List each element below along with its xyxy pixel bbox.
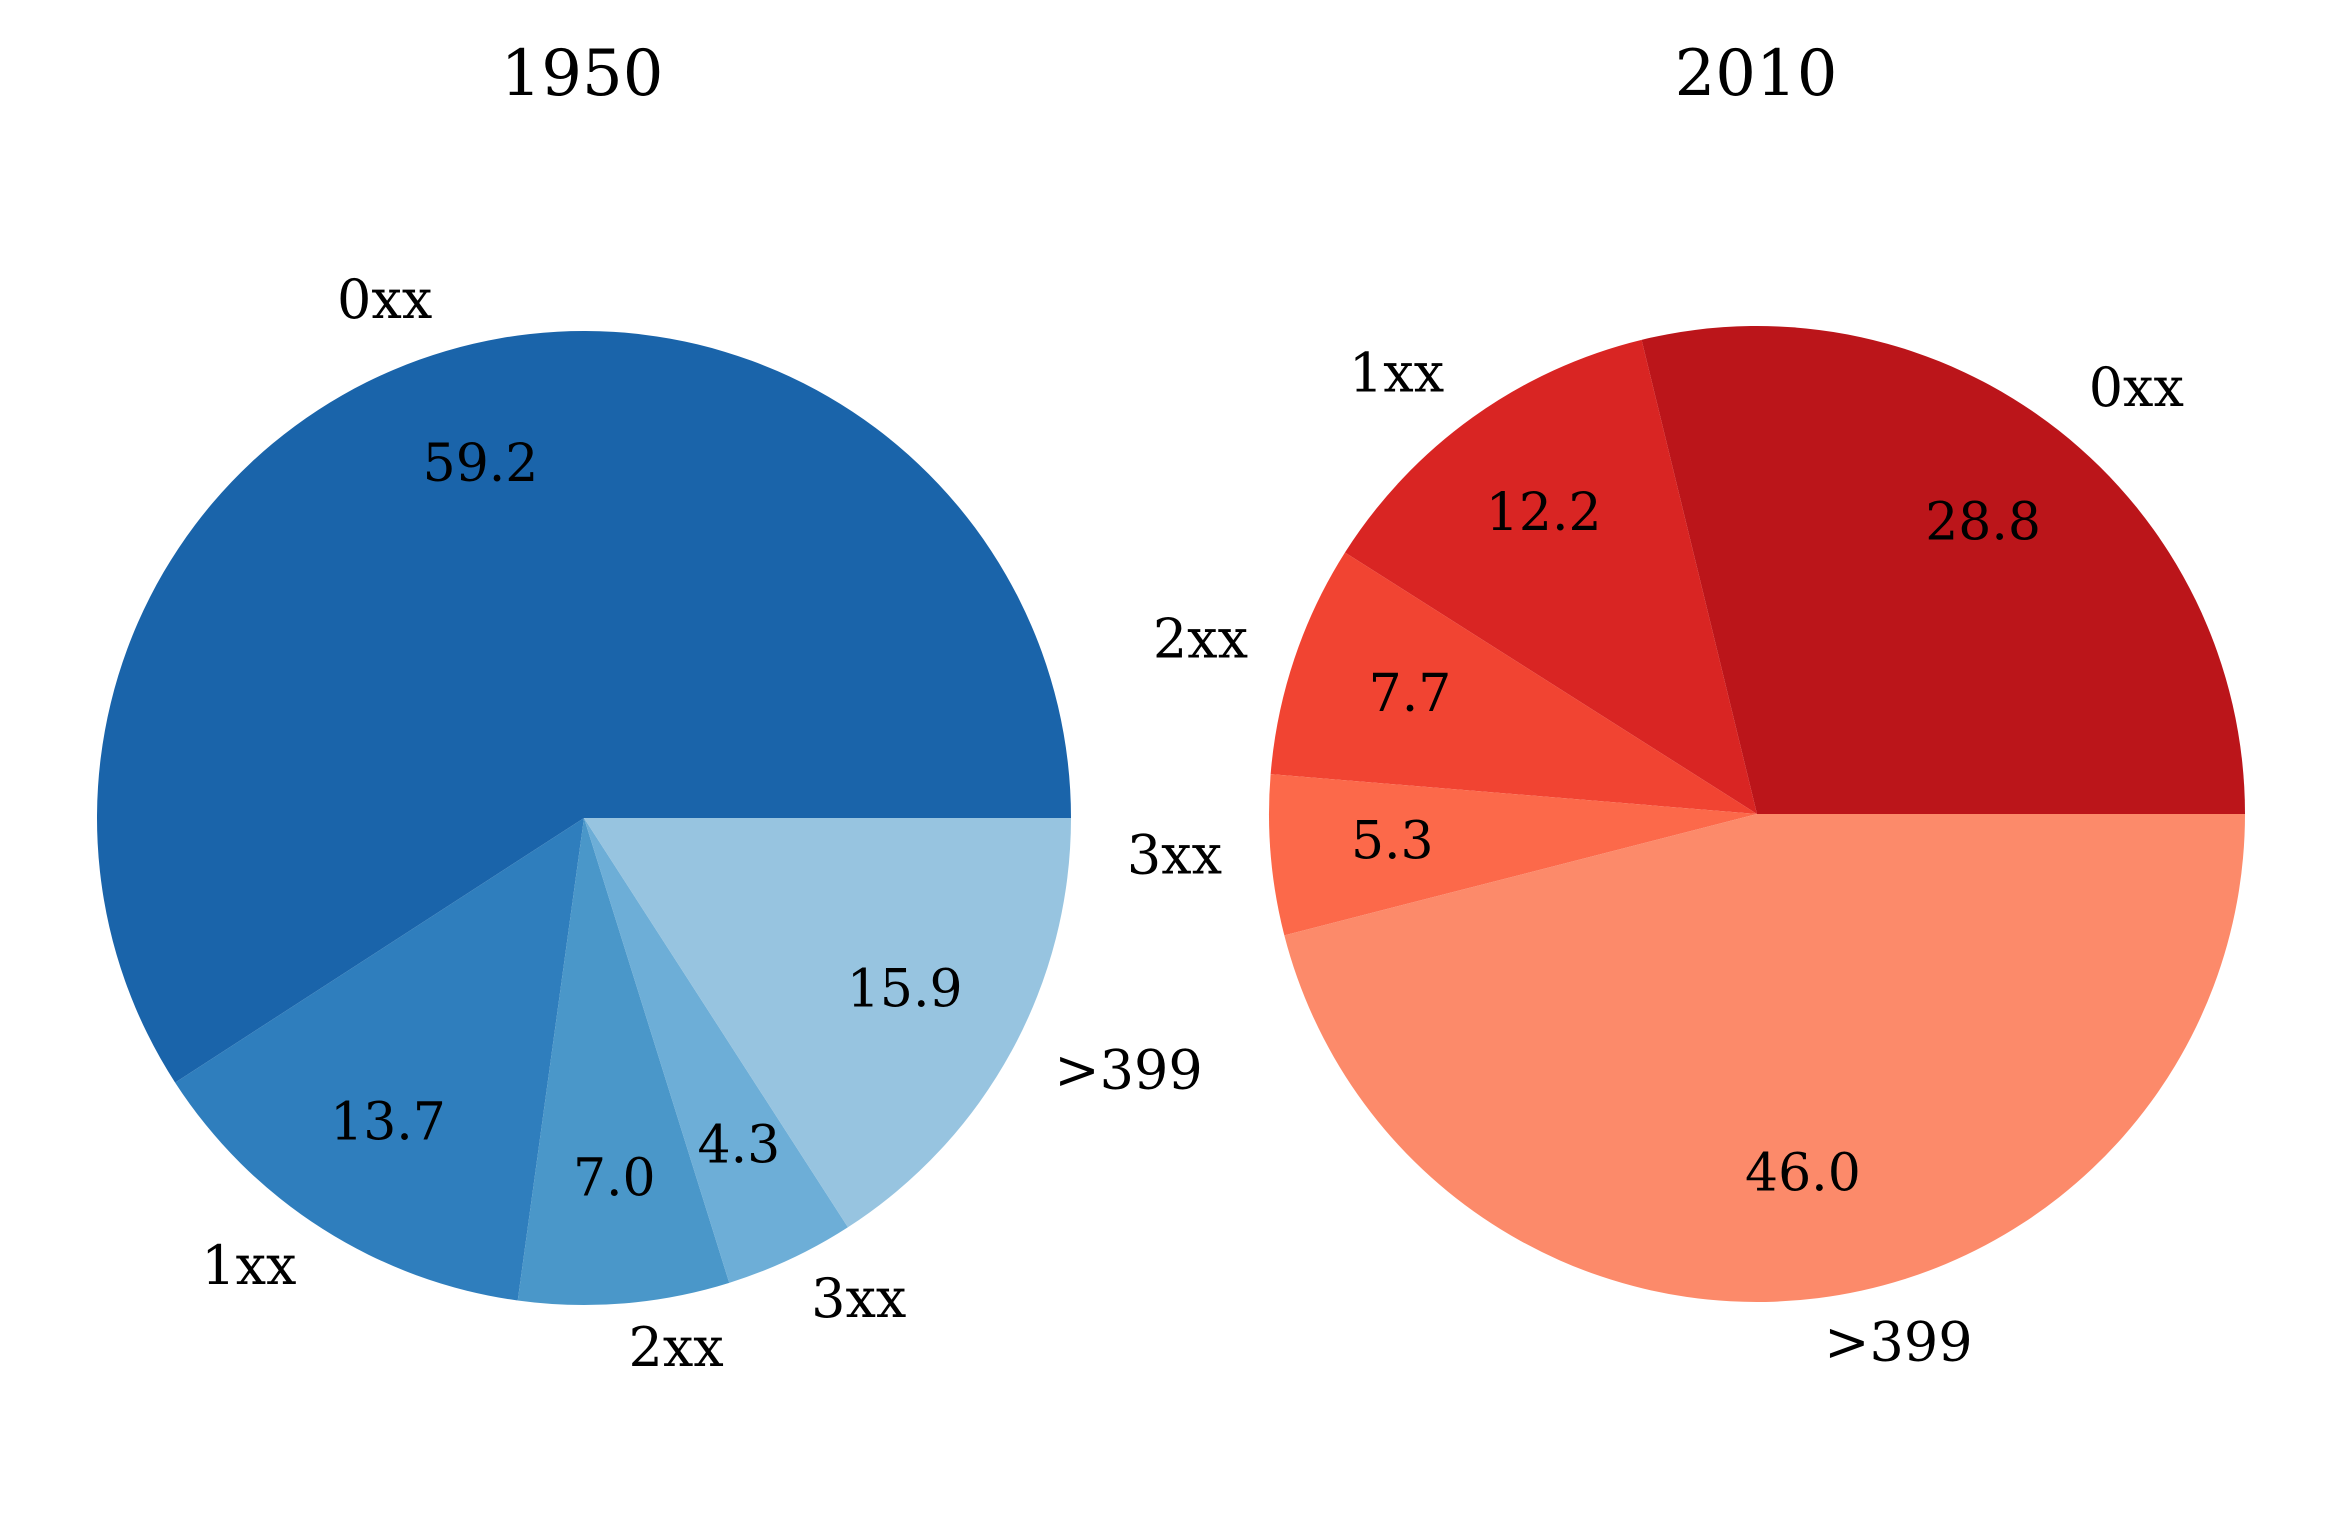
pie-1950-slice-2xx: [517, 818, 730, 1306]
pie-2010-label-2xx: 2xx: [1153, 607, 1248, 670]
pie-2010-label-3xx: 3xx: [1127, 824, 1222, 887]
pie-2010-title: 2010: [1675, 37, 1838, 111]
pie-2010-slice-1xx: [1344, 339, 1757, 814]
pie-1950-value-1xx: 13.7: [330, 1093, 446, 1153]
pie-2010: 2010 0xx 28.8 1xx 12.2 2xx 7.7 3xx 5.3 >399 46.0: [1127, 37, 2245, 1374]
pie-2010-slice-3xx: [1269, 774, 1757, 936]
pie-1950-label-2xx: 2xx: [629, 1316, 724, 1379]
pie-2010-value-0xx: 28.8: [1925, 493, 2041, 553]
pie-1950-slice-gt399: [584, 818, 1071, 1228]
pie-1950-label-gt399: >399: [1054, 1038, 1202, 1101]
pie-2010-slice-0xx: [1641, 325, 2245, 814]
pie-2010-slice-2xx: [1270, 552, 1757, 814]
pie-1950-value-2xx: 7.0: [573, 1149, 656, 1209]
pie-2010-value-gt399: 46.0: [1745, 1144, 1861, 1204]
pie-1950-value-gt399: 15.9: [847, 959, 963, 1019]
pie-1950-label-0xx: 0xx: [337, 268, 432, 331]
pie-2010-label-gt399: >399: [1824, 1311, 1972, 1374]
pie-1950-slice-0xx: [97, 331, 1072, 1083]
pie-2010-label-1xx: 1xx: [1349, 342, 1444, 405]
pie-2010-value-3xx: 5.3: [1351, 812, 1434, 872]
pie-2010-value-1xx: 12.2: [1486, 483, 1602, 543]
pie-1950-slice-3xx: [584, 818, 848, 1283]
pie-2010-value-2xx: 7.7: [1369, 664, 1452, 724]
pie-1950-value-3xx: 4.3: [698, 1115, 781, 1175]
pie-1950-slice-1xx: [175, 818, 584, 1301]
pie-1950-label-3xx: 3xx: [811, 1267, 906, 1330]
pie-1950: 1950 0xx 59.2 1xx 13.7 2xx 7.0 3xx 4.3 >399 15.9: [97, 37, 1203, 1379]
pie-1950-value-0xx: 59.2: [423, 434, 539, 494]
pie-2010-slice-gt399: [1284, 814, 2245, 1303]
pie-1950-title: 1950: [501, 37, 664, 111]
pie-2010-label-0xx: 0xx: [2089, 356, 2184, 419]
pie-1950-label-1xx: 1xx: [201, 1234, 296, 1297]
